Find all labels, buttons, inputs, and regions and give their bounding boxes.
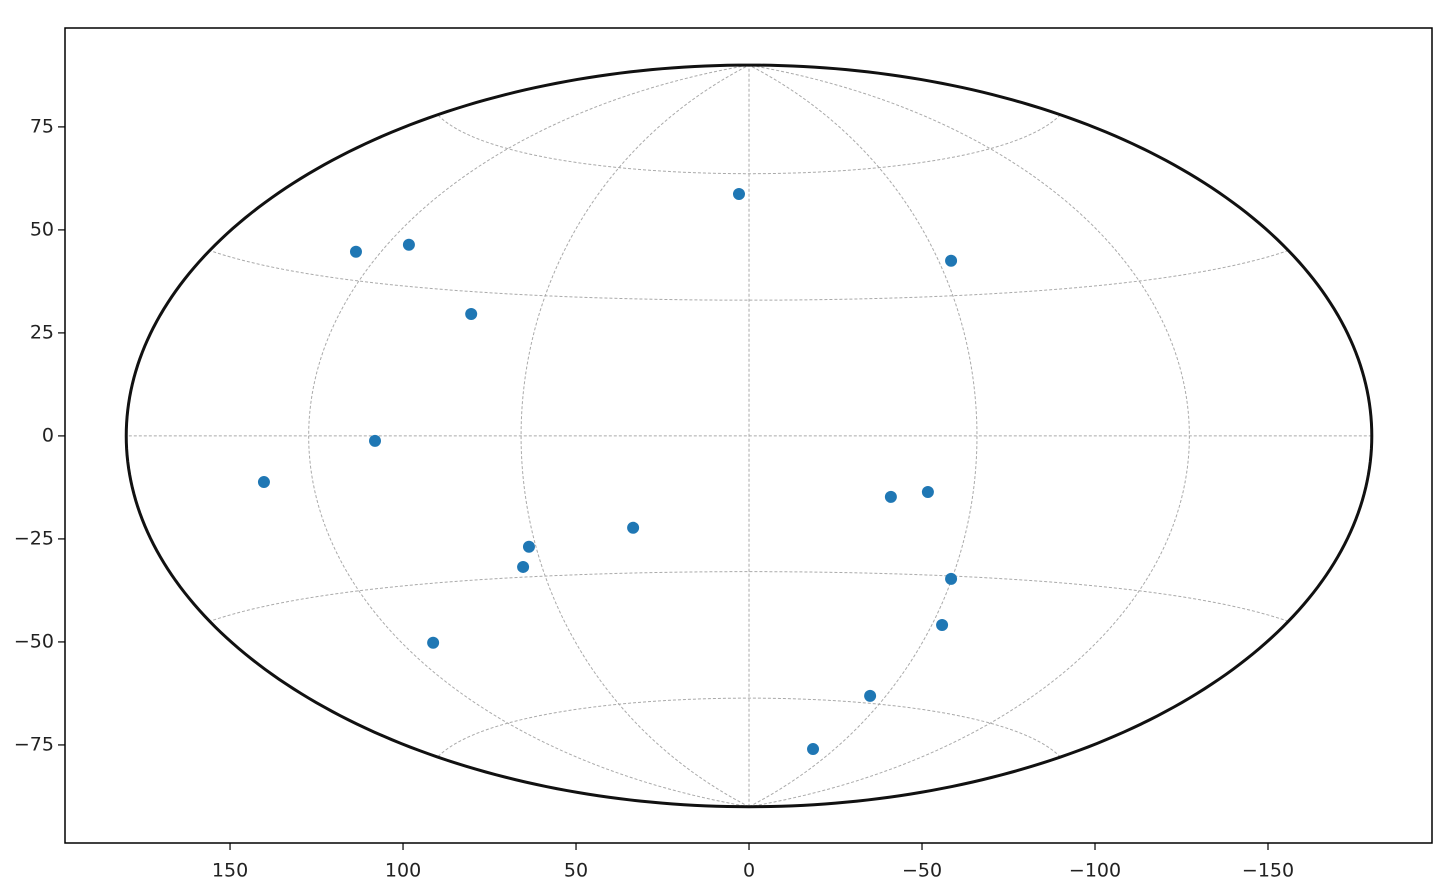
x-tick-label: 100 — [385, 860, 421, 882]
y-tick-label: 75 — [30, 115, 54, 137]
point — [517, 560, 530, 573]
projection-boundary — [124, 63, 1374, 809]
y-tick-label: 0 — [42, 424, 54, 446]
point — [465, 307, 478, 320]
point — [427, 636, 440, 649]
point — [257, 476, 270, 489]
point — [349, 245, 362, 258]
y-tick-label: −25 — [14, 527, 54, 549]
point — [369, 434, 382, 447]
point — [921, 485, 934, 498]
y-tick-label: −75 — [14, 733, 54, 755]
point — [864, 689, 877, 702]
point — [884, 490, 897, 503]
y-tick-label: 25 — [30, 321, 54, 343]
point — [945, 254, 958, 267]
graticule-parallel — [437, 114, 1061, 175]
point — [945, 572, 958, 585]
point — [402, 238, 415, 251]
point — [522, 540, 535, 553]
x-tick-label: 0 — [743, 860, 755, 882]
x-tick-label: 50 — [564, 860, 588, 882]
y-tick-label: −50 — [14, 630, 54, 652]
graticule-parallel — [209, 571, 1289, 622]
y-tick-label: 50 — [30, 218, 54, 240]
point — [807, 743, 820, 756]
point — [732, 188, 745, 201]
x-tick-label: −50 — [902, 860, 942, 882]
graticule-parallel — [209, 250, 1289, 301]
x-tick-label: −150 — [1242, 860, 1294, 882]
x-tick-label: 150 — [212, 860, 248, 882]
point — [627, 521, 640, 534]
graticule-meridian — [748, 64, 978, 808]
point — [936, 619, 949, 632]
x-tick-label: −100 — [1069, 860, 1121, 882]
graticule-parallel — [437, 697, 1061, 758]
